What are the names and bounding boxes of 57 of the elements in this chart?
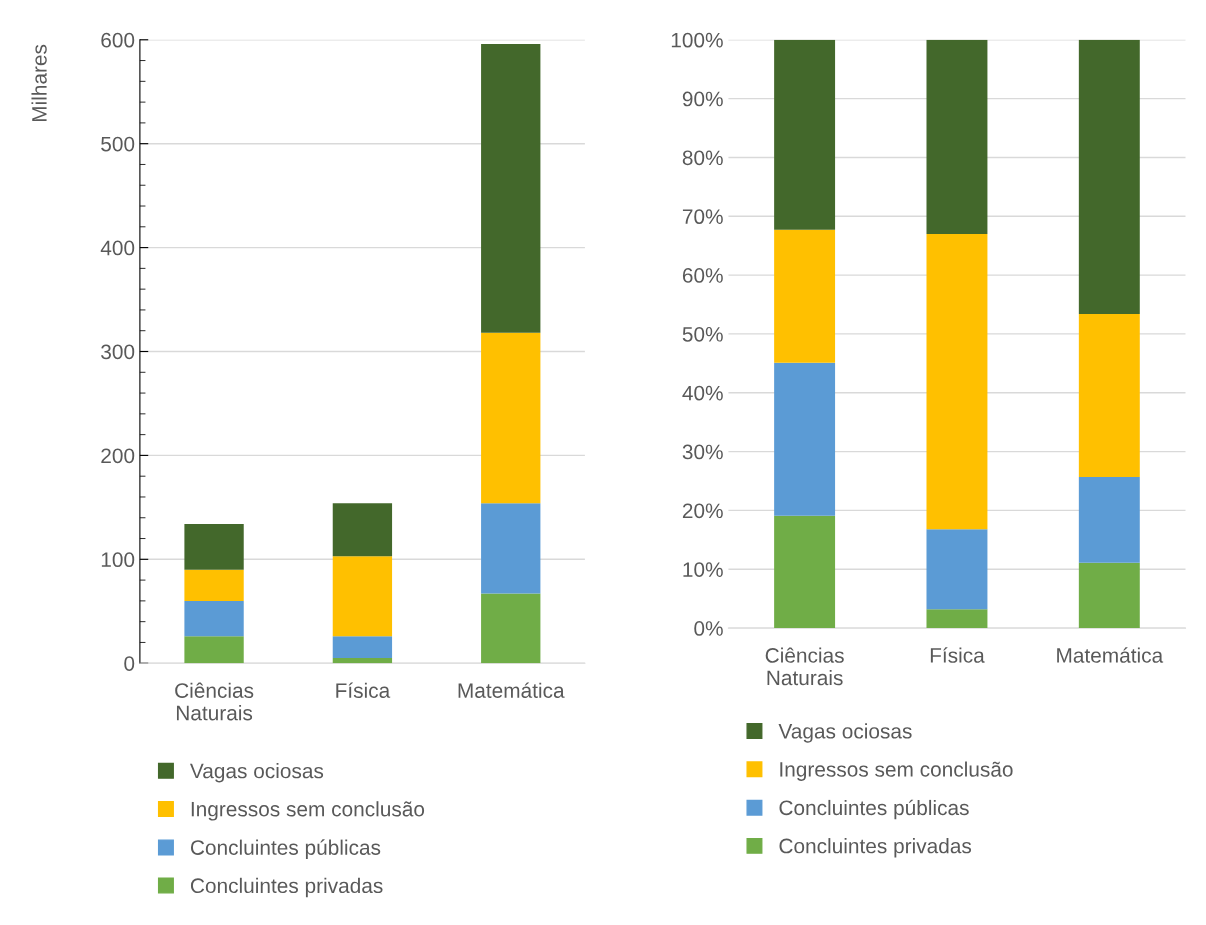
legend-label: Vagas ociosas xyxy=(778,723,912,743)
y-tick-label: 300 xyxy=(101,344,135,360)
bar xyxy=(1078,39,1140,314)
bar xyxy=(774,229,836,363)
y-tick-label: 30% xyxy=(682,444,723,460)
legend-label: Ingressos sem conclusão xyxy=(780,761,1013,781)
bar xyxy=(926,233,988,530)
bar xyxy=(481,503,541,594)
bar xyxy=(184,600,244,637)
bar xyxy=(926,609,988,629)
legend-label: Ingressos sem conclusão xyxy=(191,801,425,821)
bar xyxy=(332,658,393,664)
x-tick-label: Ciências Naturais xyxy=(175,682,254,721)
y-tick-label: 40% xyxy=(682,385,723,401)
y-tick-label: 10% xyxy=(683,562,723,577)
x-tick-label: Física xyxy=(930,647,985,663)
y-tick-label: 90% xyxy=(682,91,723,107)
y-tick-label: 100 xyxy=(101,552,135,568)
y-tick-label: 50% xyxy=(682,326,723,342)
y-axis-title: Milhares xyxy=(31,44,47,122)
y-tick-label: 60% xyxy=(682,268,723,283)
y-tick-label: 0 xyxy=(124,656,135,671)
x-tick-label: Matemática xyxy=(458,682,565,698)
y-tick-label: 500 xyxy=(101,136,135,152)
y-tick-label: 400 xyxy=(100,240,135,256)
legend-label: Concluintes privadas xyxy=(779,838,972,858)
y-tick-label: 70% xyxy=(682,209,723,225)
bar xyxy=(774,39,836,230)
bar xyxy=(774,515,836,629)
bar xyxy=(332,503,393,557)
bar xyxy=(1078,476,1140,563)
bar xyxy=(481,332,541,504)
x-tick-label: Física xyxy=(336,682,391,698)
bar xyxy=(774,362,836,516)
bar xyxy=(1078,562,1140,629)
legend-label: Vagas ociosas xyxy=(189,763,324,783)
bar xyxy=(926,39,988,234)
y-tick-label: 80% xyxy=(682,150,723,166)
bar xyxy=(184,523,244,570)
bar xyxy=(481,43,541,333)
bar xyxy=(332,636,393,659)
bar xyxy=(1078,313,1140,477)
bar xyxy=(184,569,244,601)
legend-label: Concluintes públicas xyxy=(190,839,381,860)
y-tick-label: 100% xyxy=(671,32,723,48)
bar xyxy=(481,593,541,664)
y-tick-label: 200 xyxy=(101,448,135,464)
x-tick-label: Matemática xyxy=(1057,647,1164,663)
bar xyxy=(184,636,244,664)
y-tick-label: 600 xyxy=(101,32,135,48)
x-tick-label: Ciências Naturais xyxy=(765,647,844,686)
bar xyxy=(332,556,393,637)
y-tick-label: 20% xyxy=(682,503,723,519)
y-tick-label: 0% xyxy=(694,621,723,636)
bar xyxy=(926,529,988,610)
legend-label: Concluintes privadas xyxy=(190,877,383,898)
legend-label: Concluintes públicas xyxy=(779,799,969,820)
